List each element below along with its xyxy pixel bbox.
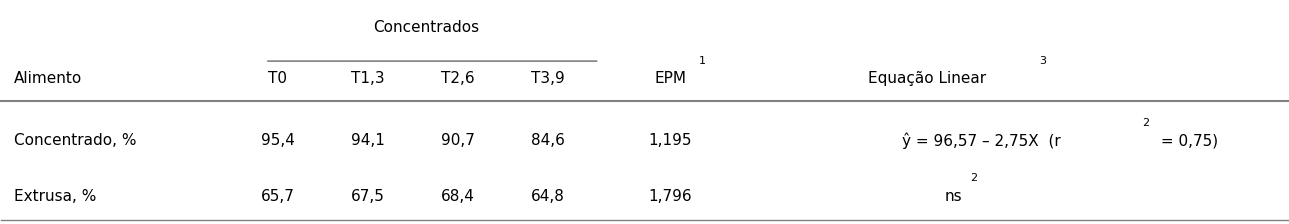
Text: Extrusa, %: Extrusa, % — [14, 189, 97, 204]
Text: Concentrado, %: Concentrado, % — [14, 133, 137, 148]
Text: T2,6: T2,6 — [441, 71, 474, 86]
Text: Concentrados: Concentrados — [373, 20, 480, 35]
Text: 84,6: 84,6 — [531, 133, 565, 148]
Text: Equação Linear: Equação Linear — [869, 71, 986, 86]
Text: T3,9: T3,9 — [531, 71, 565, 86]
Text: ns: ns — [945, 189, 962, 204]
Text: 1,796: 1,796 — [648, 189, 692, 204]
Text: 95,4: 95,4 — [260, 133, 295, 148]
Text: 68,4: 68,4 — [441, 189, 474, 204]
Text: EPM: EPM — [655, 71, 686, 86]
Text: = 0,75): = 0,75) — [1156, 133, 1218, 148]
Text: 94,1: 94,1 — [351, 133, 385, 148]
Text: 67,5: 67,5 — [351, 189, 385, 204]
Text: T1,3: T1,3 — [351, 71, 385, 86]
Text: 90,7: 90,7 — [441, 133, 474, 148]
Text: 1,195: 1,195 — [648, 133, 692, 148]
Text: 3: 3 — [1039, 56, 1047, 66]
Text: 65,7: 65,7 — [260, 189, 295, 204]
Text: 64,8: 64,8 — [531, 189, 565, 204]
Text: T0: T0 — [268, 71, 287, 86]
Text: 2: 2 — [969, 173, 977, 183]
Text: Alimento: Alimento — [14, 71, 82, 86]
Text: ŷ = 96,57 – 2,75X  (r: ŷ = 96,57 – 2,75X (r — [902, 133, 1061, 149]
Text: 2: 2 — [1142, 118, 1150, 128]
Text: 1: 1 — [699, 56, 705, 66]
